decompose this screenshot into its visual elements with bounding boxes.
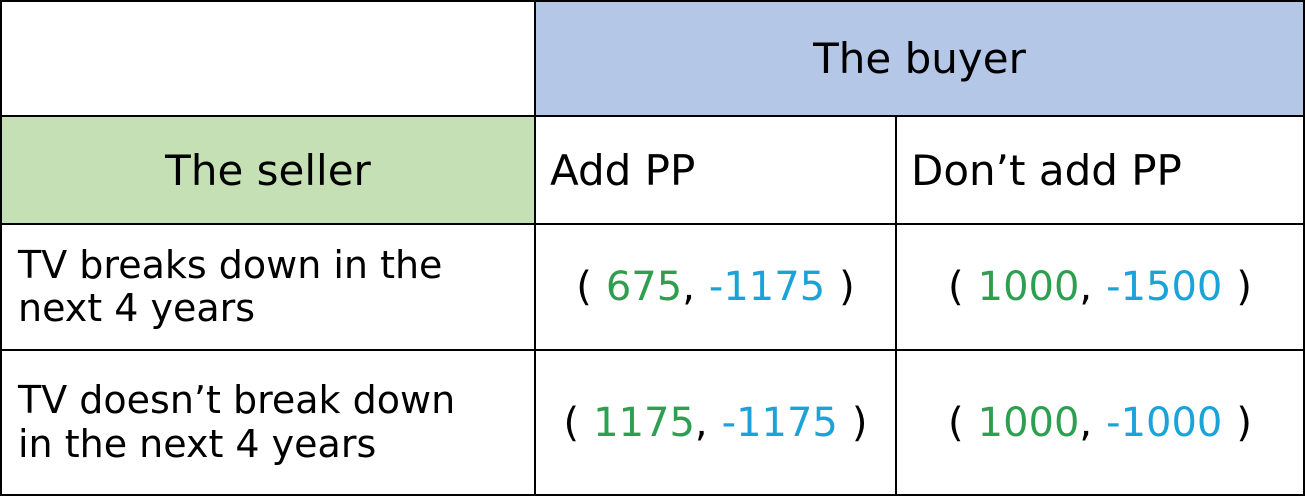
open-paren: ( [948,399,964,446]
buyer-payoff: -1500 [1106,264,1223,310]
buyer-payoff: -1175 [721,399,838,446]
payoff-cell-no-break-dont-add: (1000, -1000) [897,351,1305,496]
column-header-label: Don’t add PP [911,145,1182,195]
payoff-cell-no-break-add: (1175, -1175) [536,351,897,496]
column-header-add-pp: Add PP [536,115,897,225]
seller-header-cell: The seller [0,115,536,225]
buyer-payoff: -1175 [708,264,826,310]
row-label-line: next 4 years [18,286,256,330]
close-paren: ) [1236,399,1252,446]
seller-payoff: 675 [605,264,683,310]
payoff-pair: (1000, -1500) [948,264,1252,310]
column-header-dont-add-pp: Don’t add PP [897,115,1305,225]
row-label-line: TV doesn’t break down [18,378,456,423]
payoff-cell-breaks-dont-add: (1000, -1500) [897,225,1305,351]
seller-header: The seller [165,145,371,195]
payoff-cell-breaks-add: (675, -1175) [536,225,897,351]
seller-payoff: 1000 [977,399,1080,446]
column-header-label: Add PP [550,145,696,195]
payoff-pair: (675, -1175) [576,264,855,310]
close-paren: ) [851,399,868,446]
buyer-header-cell: The buyer [536,0,1305,115]
seller-payoff: 1000 [977,264,1080,310]
close-paren: ) [1236,264,1252,310]
row-label-text: TV doesn’t break down in the next 4 year… [18,378,456,466]
close-paren: ) [839,264,855,310]
open-paren: ( [576,264,592,310]
comma: , [682,264,695,310]
open-paren: ( [948,264,964,310]
payoff-pair: (1175, -1175) [564,400,868,446]
comma: , [1079,264,1093,310]
payoff-pair: (1000, -1000) [948,400,1252,446]
comma: , [1079,399,1093,446]
empty-corner-cell [0,0,536,115]
buyer-payoff: -1000 [1106,399,1223,446]
seller-payoff: 1175 [593,399,695,446]
row-label-text: TV breaks down in the next 4 years [18,242,443,331]
open-paren: ( [563,399,580,446]
buyer-header: The buyer [813,34,1026,83]
row-label-does-not-break-down: TV doesn’t break down in the next 4 year… [0,351,536,496]
row-label-breaks-down: TV breaks down in the next 4 years [0,225,536,351]
comma: , [694,399,708,446]
row-label-line: TV breaks down in the [18,242,443,287]
row-label-line: in the next 4 years [18,421,377,466]
